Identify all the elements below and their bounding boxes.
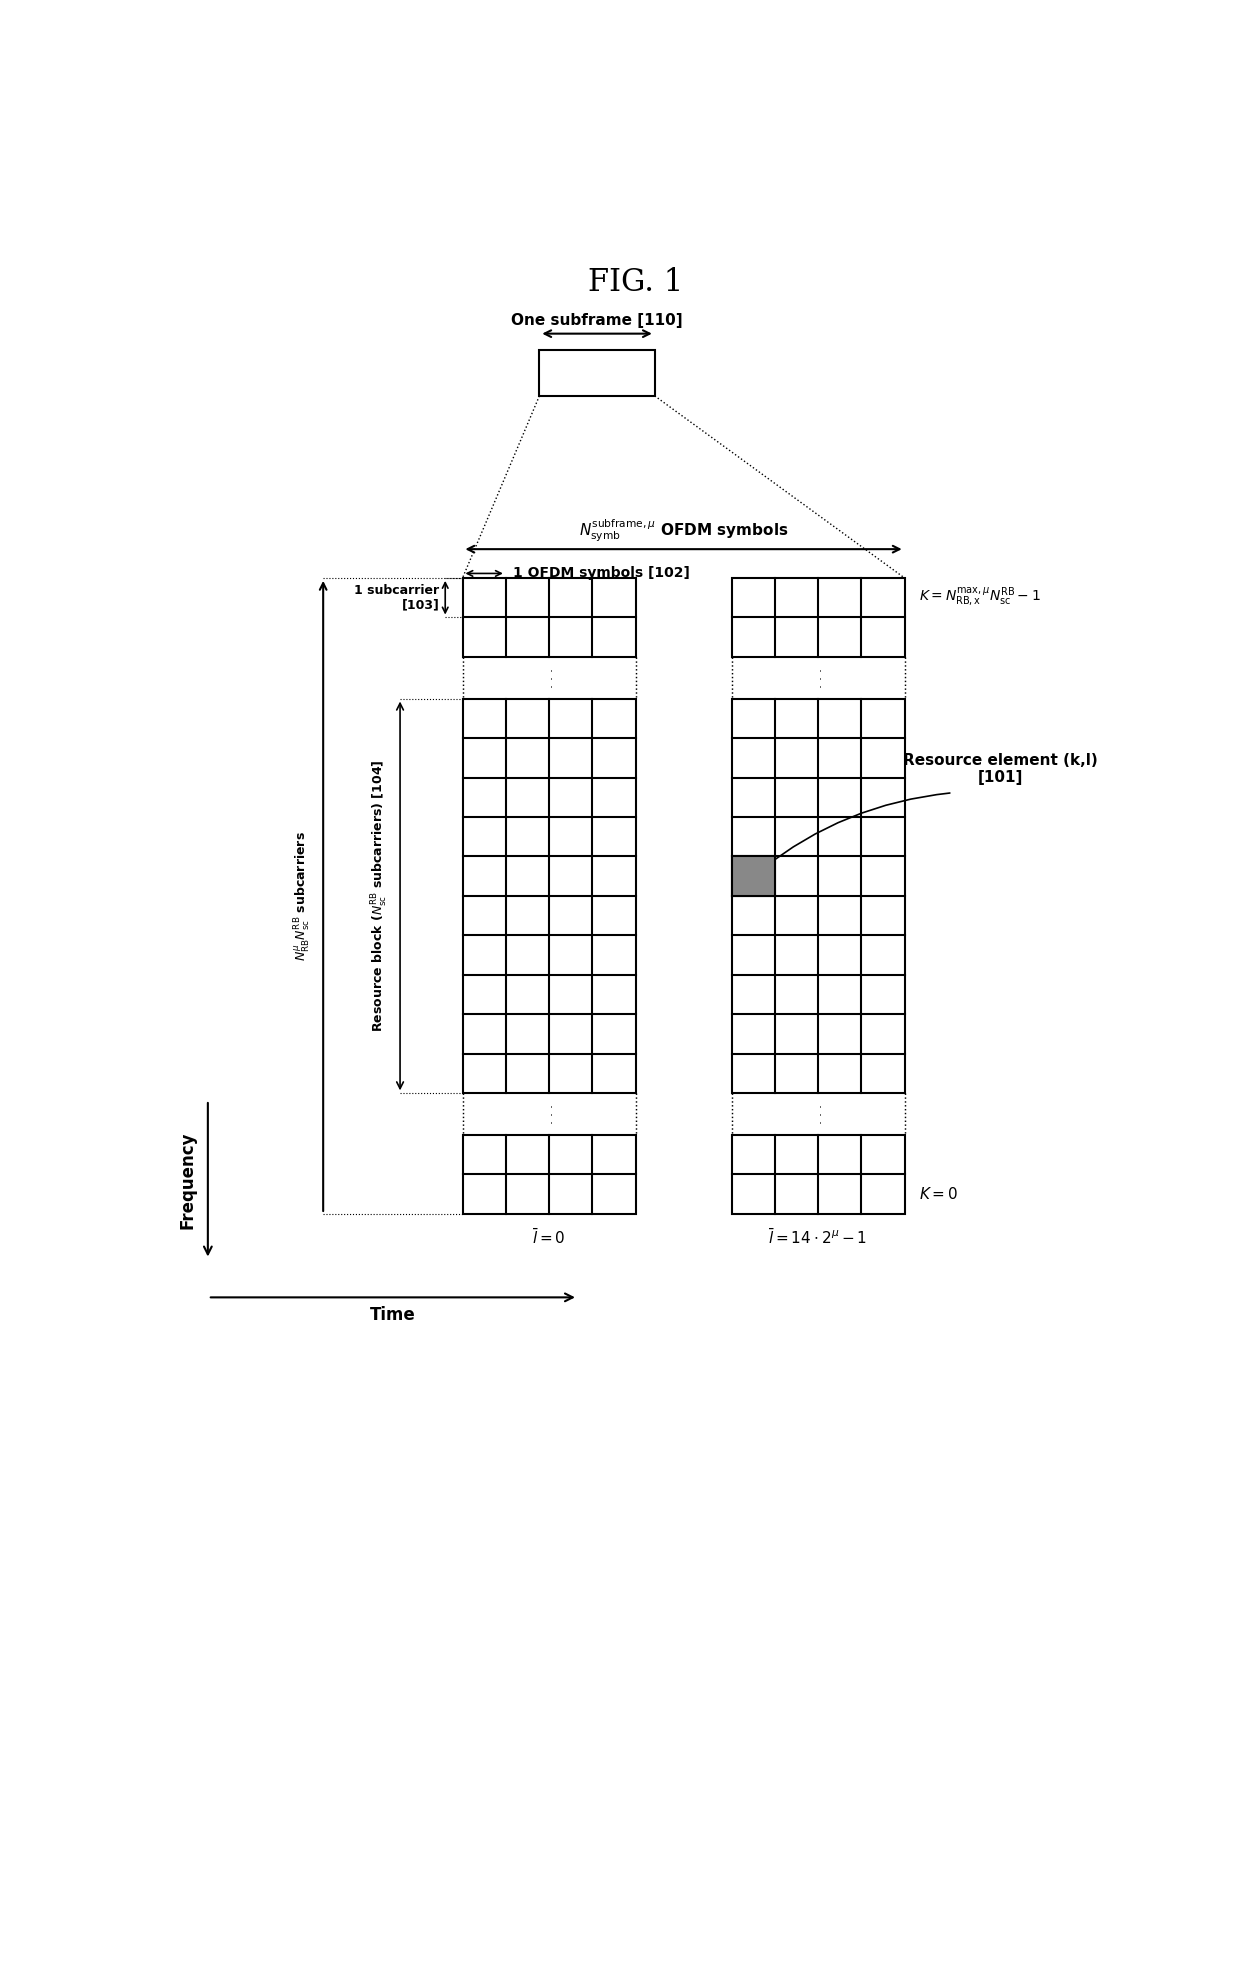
- Text: Time: Time: [370, 1307, 415, 1325]
- Bar: [732, 857, 775, 897]
- Bar: [463, 698, 635, 1094]
- Bar: [732, 1135, 905, 1214]
- Text: . . .: . . .: [543, 1104, 556, 1123]
- Text: FIG. 1: FIG. 1: [588, 266, 683, 298]
- Text: $K=N_{\mathrm{RB,x}}^{\mathrm{max},\mu}N_{\mathrm{sc}}^{\mathrm{RB}}-1$: $K=N_{\mathrm{RB,x}}^{\mathrm{max},\mu}N…: [919, 585, 1040, 609]
- Text: 1 subcarrier
[103]: 1 subcarrier [103]: [355, 583, 439, 611]
- Text: Resource block ($N_{\mathrm{sc}}^{\mathrm{RB}}$ subcarriers) [104]: Resource block ($N_{\mathrm{sc}}^{\mathr…: [371, 759, 391, 1033]
- Text: . . .: . . .: [812, 1104, 825, 1123]
- Bar: [732, 578, 905, 656]
- Text: Frequency: Frequency: [179, 1131, 196, 1228]
- Text: $\bar{l}=14 \cdot 2^{\mu}-1$: $\bar{l}=14 \cdot 2^{\mu}-1$: [769, 1228, 868, 1248]
- Bar: [463, 578, 635, 656]
- Text: . . .: . . .: [812, 668, 825, 688]
- Text: One subframe [110]: One subframe [110]: [511, 313, 683, 327]
- Text: . . .: . . .: [543, 668, 556, 688]
- Bar: [732, 698, 905, 1094]
- Bar: [463, 1135, 635, 1214]
- Bar: [539, 351, 655, 396]
- Text: $K=0$: $K=0$: [919, 1187, 959, 1202]
- Text: 1 OFDM symbols [102]: 1 OFDM symbols [102]: [513, 566, 691, 579]
- Text: Resource element (k,l)
[101]: Resource element (k,l) [101]: [903, 753, 1099, 784]
- Text: $N_{\mathrm{symb}}^{\mathrm{subframe},\mu}$ OFDM symbols: $N_{\mathrm{symb}}^{\mathrm{subframe},\m…: [579, 516, 789, 544]
- Text: $N_{\mathrm{RB}}^{\mu}N_{\mathrm{sc}}^{\mathrm{RB}}$ subcarriers: $N_{\mathrm{RB}}^{\mu}N_{\mathrm{sc}}^{\…: [291, 832, 311, 962]
- Text: $\bar{l}=0$: $\bar{l}=0$: [532, 1228, 565, 1248]
